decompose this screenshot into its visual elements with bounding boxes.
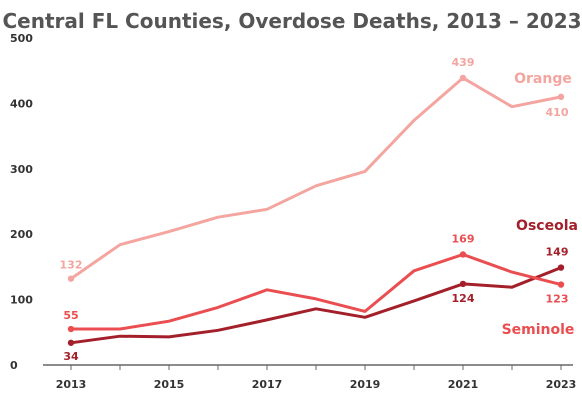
data-label: 149: [546, 246, 569, 259]
series-line-orange: [69, 76, 563, 281]
data-label: 123: [546, 293, 569, 306]
data-label: 169: [452, 232, 475, 245]
y-tick-label: 500: [10, 32, 33, 45]
x-tick-label: 2017: [252, 378, 283, 391]
series-name-label: Osceola: [516, 218, 578, 234]
y-tick-label: 300: [10, 163, 33, 176]
data-point-seminole: [459, 251, 467, 258]
x-tick-label: 2021: [448, 378, 479, 391]
data-point-seminole: [67, 325, 75, 333]
data-label: 439: [452, 56, 475, 69]
data-label: 34: [63, 350, 79, 363]
data-point-osceola: [67, 339, 75, 346]
data-label: 55: [63, 309, 78, 322]
series-line-osceola: [69, 266, 563, 345]
data-label: 124: [452, 292, 475, 305]
data-point-orange: [459, 74, 467, 82]
x-tick-label: 2015: [154, 378, 185, 391]
y-tick-label: 200: [10, 228, 33, 241]
series-layer: [67, 74, 565, 346]
series-name-label: Seminole: [502, 322, 575, 338]
axes: 2013 2015 2017 2019 2021 2023 0 100 200 300 400 500: [10, 32, 576, 391]
data-point-seminole: [557, 281, 565, 288]
data-labels-layer: 132 439 410 Orange 34 124 149 Osceola 55 169 123 Se…: [60, 56, 578, 363]
data-point-osceola: [557, 264, 565, 271]
series-line-seminole: [69, 253, 563, 331]
y-tick-label: 0: [10, 359, 18, 372]
x-tick-label: 2019: [350, 378, 381, 391]
y-tick-label: 100: [10, 294, 33, 307]
y-tick-label: 400: [10, 97, 33, 110]
data-label: 132: [60, 259, 83, 272]
x-tick-label: 2013: [56, 378, 87, 391]
data-label: 410: [546, 106, 569, 119]
data-point-orange: [557, 93, 565, 101]
chart-title: Central FL Counties, Overdose Deaths, 20…: [2, 9, 581, 33]
data-point-orange: [67, 275, 75, 282]
data-point-osceola: [459, 280, 467, 288]
x-tick-label: 2023: [546, 378, 577, 391]
series-name-label: Orange: [514, 71, 572, 87]
